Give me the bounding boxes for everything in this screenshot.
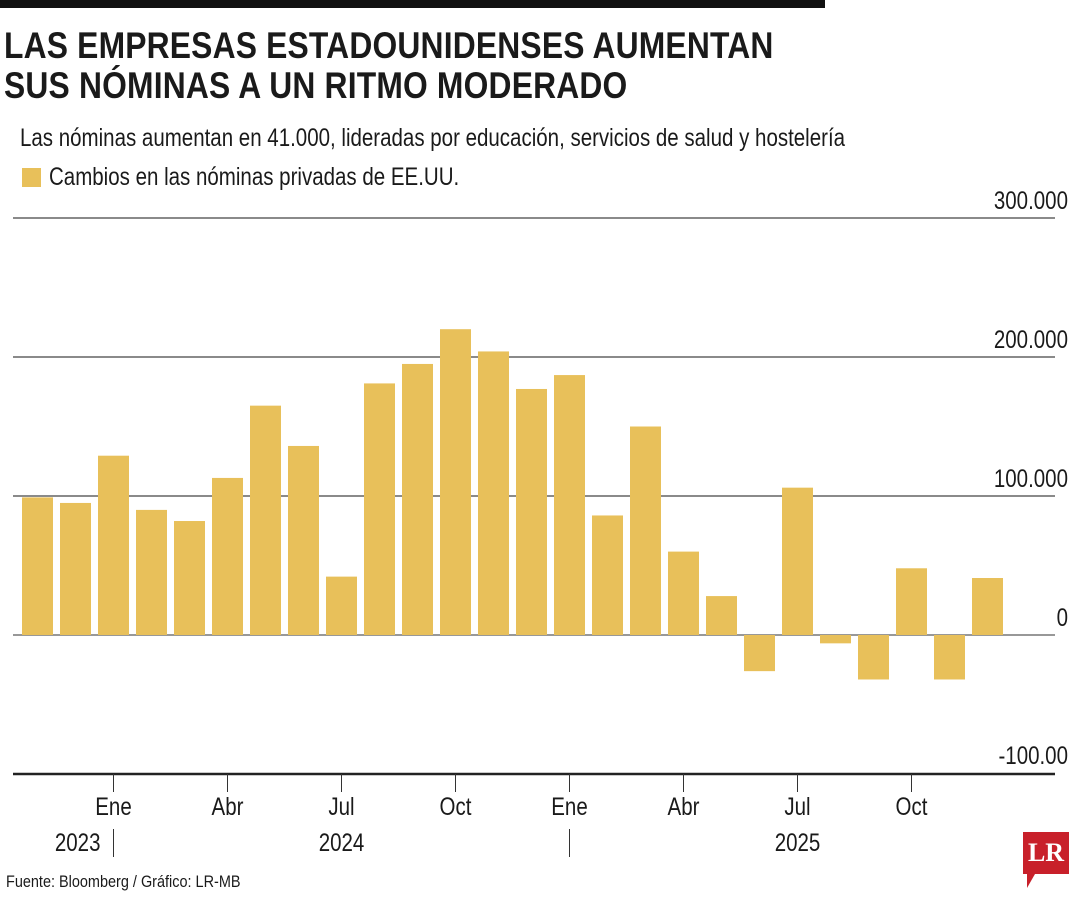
- bar: [288, 445, 319, 635]
- source-note: Fuente: Bloomberg / Gráfico: LR-MB: [6, 872, 241, 891]
- bar: [326, 576, 357, 635]
- bar: [136, 509, 167, 635]
- title-line-1: LAS EMPRESAS ESTADOUNIDENSES AUMENTAN: [4, 25, 774, 66]
- chart-title: LAS EMPRESAS ESTADOUNIDENSES AUMENTAN SU…: [4, 26, 774, 106]
- bar: [668, 551, 699, 635]
- bar: [972, 578, 1003, 635]
- y-tick-label: 100.000: [994, 464, 1068, 492]
- y-tick-label: -100.00: [998, 741, 1068, 769]
- x-tick-label: Jul: [328, 792, 354, 820]
- bar: [22, 497, 53, 635]
- bar: [630, 426, 661, 635]
- x-tick-label: Oct: [896, 792, 928, 820]
- legend: Cambios en las nóminas privadas de EE.UU…: [22, 163, 549, 192]
- bar: [440, 329, 471, 635]
- lr-logo: LR: [1023, 832, 1069, 888]
- bar: [212, 477, 243, 635]
- bar: [592, 515, 623, 635]
- y-tick-label: 0: [1057, 603, 1068, 631]
- x-tick-label: Abr: [212, 792, 244, 820]
- bar: [98, 455, 129, 635]
- x-tick-label: Abr: [668, 792, 700, 820]
- bar: [896, 568, 927, 635]
- bar: [858, 635, 889, 680]
- bar: [516, 388, 547, 635]
- bar: [744, 635, 775, 672]
- x-tick-label: Oct: [440, 792, 472, 820]
- bar: [60, 502, 91, 635]
- bar: [402, 363, 433, 635]
- bar: [364, 383, 395, 635]
- y-tick-label: 200.000: [994, 325, 1068, 353]
- year-label: 2023: [55, 828, 101, 856]
- year-label: 2024: [319, 828, 365, 856]
- bar: [820, 635, 851, 644]
- x-tick-label: Ene: [551, 792, 587, 820]
- x-tick-label: Ene: [95, 792, 131, 820]
- header-rule: [0, 0, 825, 8]
- y-tick-label: 300.000: [994, 186, 1068, 214]
- bar: [174, 521, 205, 635]
- chart-subtitle: Las nóminas aumentan en 41.000, liderada…: [20, 124, 846, 152]
- bar: [554, 375, 585, 635]
- bar: [478, 351, 509, 635]
- bar: [782, 487, 813, 635]
- title-line-2: SUS NÓMINAS A UN RITMO MODERADO: [4, 65, 628, 106]
- bar: [250, 405, 281, 635]
- x-tick-label: Jul: [784, 792, 810, 820]
- legend-label: Cambios en las nóminas privadas de EE.UU…: [49, 163, 460, 191]
- bar: [934, 635, 965, 680]
- bar: [706, 596, 737, 635]
- legend-swatch: [22, 168, 41, 187]
- year-label: 2025: [775, 828, 821, 856]
